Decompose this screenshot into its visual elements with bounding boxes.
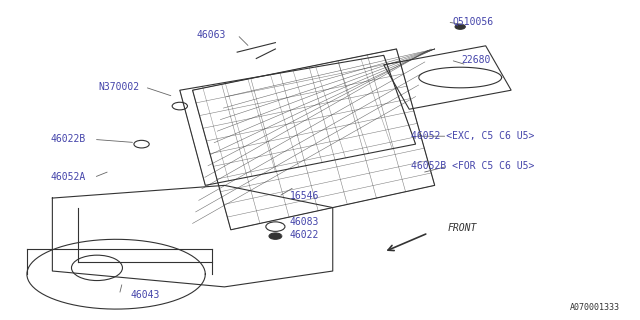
Text: FRONT: FRONT — [447, 223, 477, 233]
Circle shape — [269, 233, 282, 239]
Text: A070001333: A070001333 — [570, 303, 620, 312]
Text: 46052A: 46052A — [51, 172, 86, 182]
Text: 46022B: 46022B — [51, 134, 86, 144]
Text: 16546: 16546 — [289, 191, 319, 202]
Text: Q510056: Q510056 — [452, 17, 493, 27]
Text: 46043: 46043 — [130, 290, 159, 300]
Text: 46052B <FOR C5 C6 U5>: 46052B <FOR C5 C6 U5> — [412, 161, 534, 171]
Text: N370002: N370002 — [99, 82, 140, 92]
Text: 46052 <EXC, C5 C6 U5>: 46052 <EXC, C5 C6 U5> — [412, 131, 534, 141]
Text: 46083: 46083 — [289, 217, 319, 227]
Text: 22680: 22680 — [461, 55, 491, 65]
Circle shape — [455, 24, 465, 29]
Text: 46022: 46022 — [289, 229, 319, 240]
Text: 46063: 46063 — [197, 30, 227, 40]
